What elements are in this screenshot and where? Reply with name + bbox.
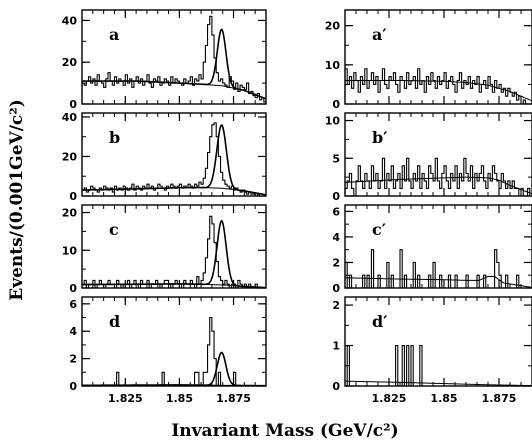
panel-label: c [109, 220, 119, 239]
panel-frame [81, 112, 267, 197]
y-axis-title: Events/(0.001GeV/c²) [7, 99, 27, 301]
histogram [344, 68, 532, 105]
y-tick-label: 6 [332, 205, 340, 218]
x-tick-label: 1.875 [482, 392, 517, 405]
panel-label: d′ [372, 312, 387, 331]
y-tick-label: 4 [69, 325, 77, 338]
histogram [82, 316, 266, 387]
y-tick-label: 20 [325, 20, 341, 33]
histogram [345, 344, 532, 387]
panel-frame [344, 296, 532, 387]
panel-label: a [109, 25, 119, 44]
y-tick-label: 40 [62, 111, 78, 124]
panel-frame [81, 9, 267, 105]
panel-c: 0 10 20 c [62, 204, 267, 295]
panel-prime-d: 0 1 2 1.825 1.85 1.875 d′ [332, 296, 532, 405]
panel-frame [81, 296, 267, 387]
total-fit-curve [82, 28, 267, 100]
panel-prime-a: 0 10 20 a′ [325, 9, 532, 111]
y-tick-label: 20 [62, 150, 78, 163]
y-tick-label: 1 [332, 340, 340, 353]
y-tick-label: 40 [62, 14, 78, 27]
panel-label: b′ [372, 128, 387, 147]
y-tick-label: 10 [325, 59, 341, 72]
y-tick-label: 6 [69, 298, 77, 311]
background-fit-curve [344, 176, 532, 195]
y-tick-label: 0 [332, 282, 340, 295]
total-fit-curve [81, 351, 267, 387]
panel-prime-b: 0 5 10 b′ [325, 112, 532, 203]
y-tick-label: 2 [332, 256, 340, 269]
histogram [81, 122, 266, 197]
y-tick-label: 0 [69, 282, 77, 295]
total-fit-curve [81, 123, 267, 196]
panel-label: d [109, 312, 120, 331]
histogram [344, 157, 532, 197]
panel-label: a′ [372, 25, 387, 44]
y-tick-label: 10 [62, 244, 78, 257]
y-tick-label: 0 [69, 98, 77, 111]
y-tick-label: 0 [69, 380, 77, 393]
panel-label: b [109, 128, 120, 147]
y-tick-label: 0 [332, 380, 340, 393]
y-tick-label: 5 [332, 152, 340, 165]
panel-d: 0 2 4 6 1.825 1.85 1.875 d [69, 296, 267, 405]
y-tick-label: 2 [69, 353, 77, 366]
y-tick-label: 4 [332, 231, 340, 244]
x-axis-title: Invariant Mass (GeV/c²) [171, 421, 398, 441]
panel-prime-c: 0 2 4 6 c′ [332, 204, 532, 295]
y-tick-label: 10 [325, 115, 341, 128]
x-tick-label: 1.825 [372, 392, 407, 405]
panel-frame [81, 204, 267, 289]
panel-label: c′ [372, 220, 386, 239]
histogram [344, 249, 532, 289]
background-fit-curve [344, 380, 532, 387]
y-tick-label: 0 [332, 190, 340, 203]
panel-frame [344, 112, 532, 197]
background-fit-curve [345, 80, 532, 102]
x-tick-label: 1.875 [216, 392, 251, 405]
x-tick-label: 1.85 [166, 392, 193, 405]
panel-b: 0 20 40 b [62, 111, 267, 203]
x-tick-label: 1.825 [108, 392, 143, 405]
panel-a: 0 20 40 a [62, 9, 267, 111]
x-tick-label: 1.85 [430, 392, 457, 405]
panel-frame [344, 9, 532, 105]
total-fit-curve [81, 219, 267, 289]
y-tick-label: 20 [62, 207, 78, 220]
panel-frame [344, 204, 532, 289]
y-tick-label: 2 [332, 299, 340, 312]
y-tick-label: 20 [62, 56, 78, 69]
y-tick-label: 0 [332, 98, 340, 111]
y-tick-label: 0 [69, 190, 77, 203]
background-fit-curve [344, 276, 532, 288]
